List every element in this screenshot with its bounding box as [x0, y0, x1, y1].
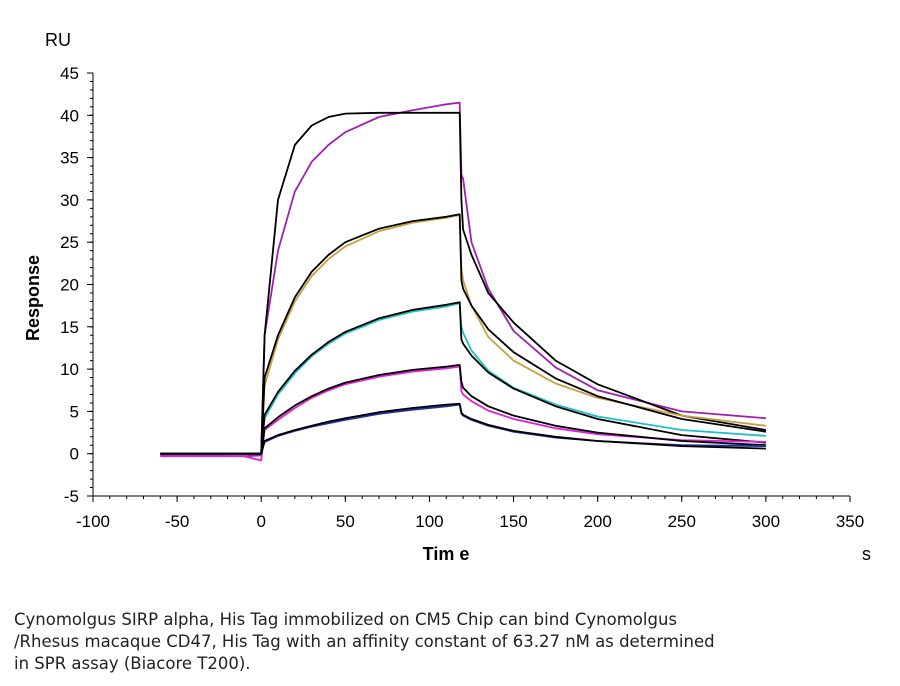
x-tick-label: 0 [256, 512, 265, 531]
x-tick-label: -100 [76, 512, 110, 531]
series-line-7 [160, 365, 766, 462]
x-tick-label: 200 [583, 512, 611, 531]
series-line-8 [160, 364, 766, 455]
y-tick-label: 5 [70, 402, 79, 421]
series-line-10 [160, 402, 766, 455]
x-tick-label: -50 [165, 512, 190, 531]
x-tick-label: 300 [752, 512, 780, 531]
x-tick-label: 100 [415, 512, 443, 531]
x-tick-label: 350 [836, 512, 864, 531]
y-axis-title: Response [23, 255, 43, 341]
x-tick-label: 150 [499, 512, 527, 531]
series-layer [160, 101, 767, 462]
series-line-6 [160, 301, 766, 455]
y-tick-label: 40 [60, 106, 79, 125]
y-tick-label: 10 [60, 360, 79, 379]
y-tick-label: 45 [60, 64, 79, 83]
series-line-5 [160, 302, 766, 455]
y-tick-label: 30 [60, 191, 79, 210]
y-unit-label: RU [45, 30, 71, 50]
series-line-3 [160, 214, 767, 455]
series-line-2 [160, 111, 767, 455]
x-tick-label: 250 [668, 512, 696, 531]
figure-caption: Cynomolgus SIRP alpha, His Tag immobiliz… [14, 610, 715, 673]
y-tick-label: -5 [64, 487, 79, 506]
y-tick-label: 25 [60, 233, 79, 252]
x-axis-title: Tim e [423, 544, 470, 564]
x-unit-label: s [862, 544, 871, 564]
series-line-1 [160, 101, 766, 458]
y-tick-label: 20 [60, 276, 79, 295]
y-tick-label: 0 [70, 445, 79, 464]
x-tick-label: 50 [336, 512, 355, 531]
y-tick-label: 35 [60, 149, 79, 168]
series-line-4 [160, 213, 767, 455]
y-tick-label: 15 [60, 318, 79, 337]
